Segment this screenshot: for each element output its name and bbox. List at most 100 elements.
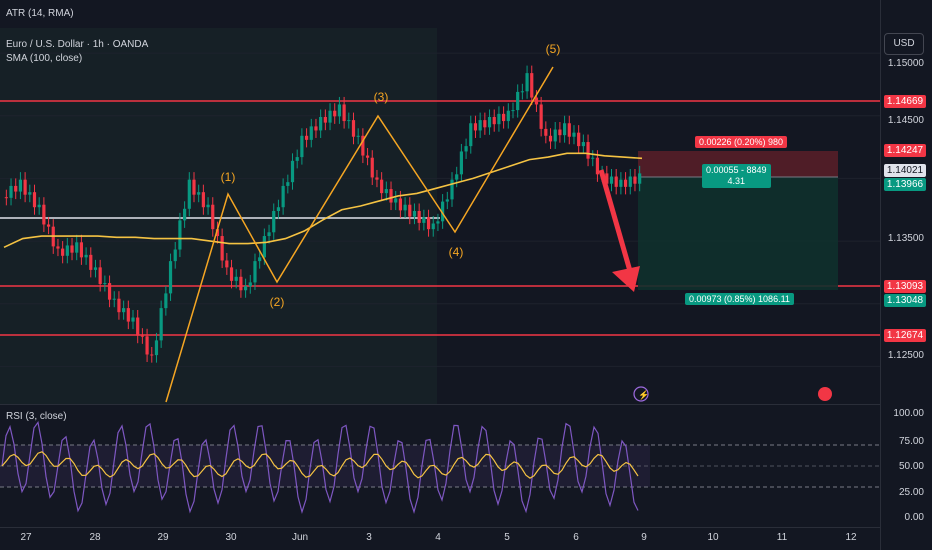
candle-body [633,176,637,184]
candle-body [342,104,346,122]
svg-text:⚡: ⚡ [638,389,649,401]
candle-body [609,176,614,184]
candle-body [417,210,421,223]
time-tick: Jun [291,532,309,543]
price-tag: 1.14247 [884,144,926,157]
time-tick: 30 [225,532,237,543]
candle-body [558,129,562,136]
sma-line [3,152,643,249]
candle-body [380,179,384,194]
rsi-tick: 50.00 [898,461,924,472]
candle-body [422,217,426,223]
candle-body [365,155,370,158]
candle-body [436,221,440,224]
rsi-ma-line [1,451,639,479]
candle-body [145,336,149,355]
price-tag: 1.14669 [884,95,926,108]
time-tick: 12 [845,532,857,543]
candle-body [178,220,182,250]
candle-body [112,298,116,300]
candle-body [215,229,220,237]
candle-body [581,142,585,147]
candle-body [469,123,473,147]
candle-body [4,197,8,199]
candle-body [28,192,32,195]
candle-body [239,276,243,291]
candle-body [375,177,379,180]
rsi-tick: 0.00 [904,512,924,523]
stop-label: 0.00226 (0.20%) 980 [695,136,788,148]
time-tick: 4 [435,532,441,543]
candle-body [328,110,332,123]
target-label: 0.00973 (0.85%) 1086.11 [685,293,794,305]
target-zone [638,177,838,290]
wave-5: (5) [545,42,561,56]
candle-body [75,242,79,253]
time-tick: 9 [641,532,647,543]
candle-body [281,185,285,208]
price-tick: 1.12500 [887,350,924,361]
price-axis[interactable] [880,0,932,550]
price-tick: 1.15000 [887,58,924,69]
candle-body [323,116,327,123]
candle-body [361,135,365,156]
lightning-icon [633,386,649,402]
candle-body [140,335,144,337]
candle-body [389,189,393,203]
candle-body [431,223,435,230]
candle-body [304,135,309,140]
candle-body [150,354,154,356]
candle-body [450,179,454,200]
candle-body [628,176,632,187]
candle-body [497,113,501,125]
candle-body [18,179,23,192]
currency-selector[interactable]: USD [884,33,924,55]
candle-body [333,110,337,117]
candle-body [384,189,388,194]
candle-body [539,104,543,129]
risk-ratio: 4.31 [727,176,746,186]
candle-body [408,204,412,217]
candle-body [595,157,600,175]
price-tag: 1.12674 [884,329,926,342]
rsi-tick: 100.00 [893,408,924,419]
candle-body [351,120,356,137]
wave-1: (1) [220,170,236,184]
candle-body [356,135,360,137]
candle-body [511,110,515,112]
candle-body [614,176,618,187]
candle-body [122,308,126,313]
rsi-tick: 25.00 [898,487,924,498]
candle-body [577,132,581,147]
entry-value: 0.00055 - 8849 [706,165,767,175]
candle-body [370,157,374,178]
candle-body [248,282,252,287]
candle-body [295,157,299,161]
candle-body [553,129,557,142]
candle-body [455,174,459,180]
candle-body [319,116,323,131]
candle-body [243,286,248,291]
candle-body [530,73,534,98]
candle-body [93,267,98,270]
candle-body [168,261,173,294]
candle-body [159,308,163,341]
time-tick: 5 [504,532,510,543]
rsi-chart[interactable] [0,405,880,527]
candle-body [591,157,595,159]
candle-body [605,173,609,184]
candle-body [272,210,276,233]
price-chart[interactable]: ⚡ [0,0,880,404]
candle-body [426,217,431,230]
time-tick: 27 [20,532,32,543]
rsi-tick: 75.00 [898,436,924,447]
candle-body [534,97,539,105]
candle-body [516,91,520,111]
sma-label: SMA (100, close) [6,53,83,64]
candle-body [276,207,281,211]
candle-body [638,173,642,184]
candle-body [253,261,257,283]
candle-body [548,135,553,142]
price-tag: 1.13048 [884,294,926,307]
candle-body [572,132,576,137]
